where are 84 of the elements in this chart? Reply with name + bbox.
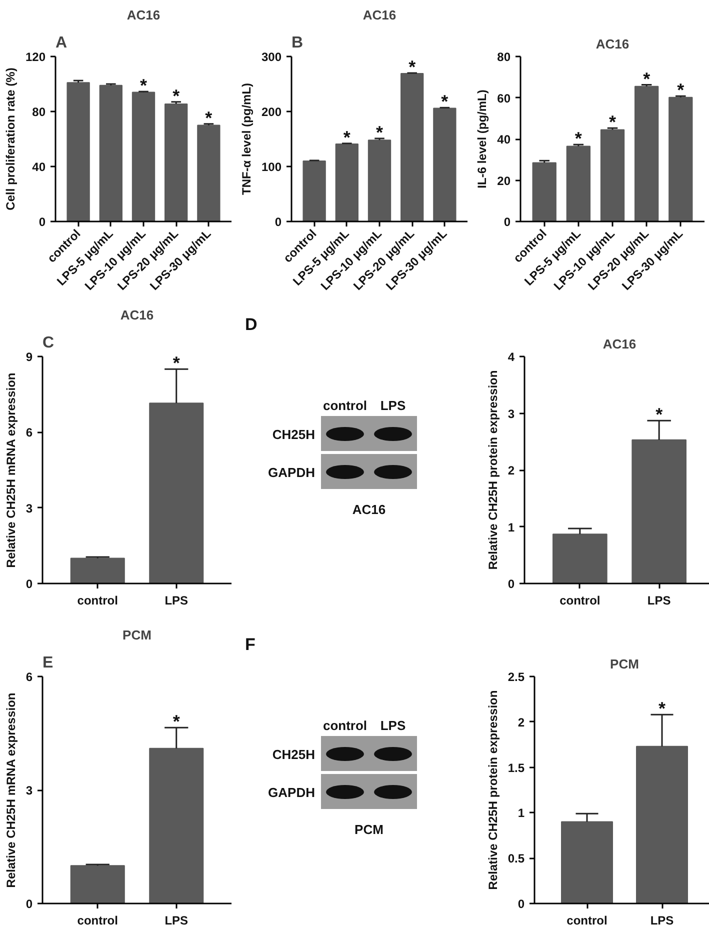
- category-label: LPS: [380, 718, 406, 733]
- category-label: LPS: [380, 398, 406, 413]
- annotation: *: [658, 698, 666, 719]
- annotation: *: [656, 404, 663, 425]
- annotation: *: [140, 76, 148, 96]
- y-tick-label: 4: [508, 350, 515, 364]
- y-tick-label: 80: [32, 105, 46, 119]
- chart-title: AC16: [120, 308, 154, 322]
- y-tick-label: 2.5: [508, 670, 525, 684]
- y-tick-label: 0: [508, 577, 515, 591]
- annotation: *: [441, 92, 448, 112]
- text: A: [56, 34, 68, 52]
- annotation: *: [408, 57, 416, 77]
- y-tick-label: 3: [508, 406, 515, 421]
- y-tick-label: 0: [504, 215, 511, 229]
- y-axis-title: Relative CH25H protein expression: [486, 370, 500, 570]
- x-tick-label: control: [77, 914, 118, 928]
- y-tick-label: 0: [38, 215, 46, 229]
- y-tick-label: 80: [497, 50, 511, 64]
- category-label: CH25H: [272, 427, 315, 442]
- chart-title: AC16: [602, 336, 636, 352]
- y-tick-label: 120: [25, 50, 46, 64]
- chart-title: AC16: [362, 8, 396, 22]
- annotation: *: [574, 128, 582, 149]
- y-tick-label: 0: [518, 897, 525, 911]
- annotation: *: [343, 127, 350, 148]
- y-tick-label: 2: [508, 464, 515, 478]
- x-tick-label: LPS: [647, 594, 671, 608]
- y-tick-label: 0: [274, 215, 282, 229]
- y-axis-title: Relative CH25H mRNA expression: [4, 372, 18, 568]
- y-tick-label: 100: [261, 160, 282, 174]
- x-tick-label: control: [566, 914, 608, 928]
- annotation: *: [172, 712, 180, 732]
- x-tick-label: LPS: [164, 914, 188, 928]
- y-axis-title: Relative CH25H protein expression: [486, 690, 500, 890]
- y-tick-label: 60: [497, 91, 511, 106]
- category-label: GAPDH: [268, 465, 315, 480]
- y-tick-label: 0: [26, 897, 33, 911]
- text: E: [42, 654, 54, 672]
- x-tick-label: control: [77, 594, 118, 608]
- y-tick-label: 0: [26, 577, 33, 591]
- annotation: *: [172, 353, 180, 374]
- y-tick-label: 6: [26, 426, 33, 440]
- text: D: [245, 314, 258, 336]
- y-tick-label: 300: [261, 50, 282, 64]
- y-tick-label: 200: [261, 105, 282, 119]
- category-label: CH25H: [272, 747, 315, 762]
- annotation: *: [677, 80, 684, 100]
- y-tick-label: 3: [26, 784, 33, 798]
- category-label: control: [322, 397, 368, 415]
- text: AC16: [351, 501, 387, 519]
- chart-title: PCM: [610, 656, 639, 672]
- text: C: [42, 334, 54, 352]
- x-tick-label: control: [560, 594, 600, 608]
- y-tick-label: 40: [497, 132, 511, 146]
- y-axis-title: TNF-α level (pg/mL): [239, 82, 254, 196]
- chart-title: PCM: [122, 628, 152, 642]
- y-tick-label: 9: [26, 350, 33, 364]
- y-tick-label: 1: [508, 520, 515, 534]
- y-tick-label: 3: [26, 501, 33, 516]
- annotation: *: [205, 108, 212, 128]
- y-tick-label: 1.5: [508, 760, 525, 775]
- text: B: [292, 34, 304, 52]
- y-tick-label: 2: [518, 715, 525, 730]
- text: PCM: [354, 821, 384, 839]
- y-tick-label: 6: [26, 670, 33, 684]
- x-tick-label: LPS: [650, 914, 674, 928]
- annotation: *: [643, 68, 650, 89]
- y-axis-title: Cell proliferation rate (%): [3, 68, 18, 210]
- category-label: GAPDH: [268, 785, 315, 800]
- annotation: *: [172, 86, 180, 106]
- annotation: *: [376, 122, 384, 142]
- y-tick-label: 1: [518, 806, 525, 820]
- chart-title: AC16: [596, 36, 630, 52]
- y-tick-label: 0.5: [508, 852, 525, 866]
- y-axis-title: Relative CH25H mRNA expression: [4, 692, 18, 888]
- chart-title: AC16: [126, 8, 160, 22]
- x-tick-label: LPS: [164, 594, 188, 608]
- annotation: *: [609, 112, 616, 132]
- category-label: control: [322, 717, 368, 735]
- y-axis-title: IL-6 level (pg/mL): [475, 90, 490, 188]
- text: F: [245, 634, 256, 656]
- y-tick-label: 20: [497, 174, 511, 188]
- y-tick-label: 40: [32, 160, 46, 174]
